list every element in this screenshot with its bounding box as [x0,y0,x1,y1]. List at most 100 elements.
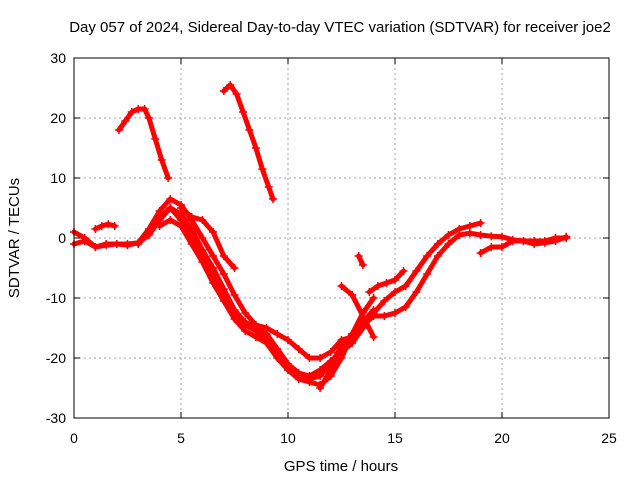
data-point [144,228,153,236]
series-line [116,106,171,181]
data-point [382,279,391,287]
data-point [91,243,100,251]
y-tick-label: 30 [50,50,66,66]
series-track-9 [365,267,408,296]
series-track-3 [134,204,485,380]
series-track-13 [219,81,278,203]
data-point [326,366,335,374]
data-point [245,126,254,134]
x-axis-label: GPS time / hours [284,458,398,475]
data-point [121,117,130,125]
series-track-12 [114,105,173,182]
data-point [198,234,207,242]
data-point [164,174,173,182]
data-point [284,366,292,374]
data-point [151,135,160,143]
data-point [251,333,260,341]
data-point [369,333,378,341]
grid [74,58,609,418]
data-point [305,354,314,362]
x-tick-label: 10 [280,430,296,446]
data-point [369,294,378,302]
series-track-7 [337,282,378,341]
data-point [226,81,235,89]
data-point [123,240,132,248]
data-point [166,204,175,212]
series-track-8 [354,252,367,269]
y-tick-label: 10 [50,170,66,186]
data-point [380,312,389,320]
data-point [348,330,357,338]
data-point [476,249,485,257]
series-layer [70,81,571,392]
data-point [134,240,143,248]
data-point [476,219,485,227]
data-point [241,309,250,317]
data-point [269,195,278,203]
data-point [423,270,432,278]
y-tick-label: -10 [46,290,66,306]
data-point [399,267,408,275]
data-point [337,282,346,290]
data-point [114,126,123,134]
data-point [91,225,100,233]
data-point [262,339,271,347]
data-point [209,279,218,287]
data-point [102,241,111,250]
data-point [487,232,496,241]
data-point [358,261,367,269]
data-point [209,228,218,236]
data-point [284,336,292,344]
data-point [110,222,119,230]
data-point [258,165,267,173]
data-point [423,252,432,260]
data-point [155,213,164,221]
data-point [358,312,367,320]
data-point [540,238,549,247]
data-point [391,309,399,317]
data-point [198,258,207,266]
data-point [219,297,228,305]
data-point [273,330,282,338]
data-point [373,282,382,290]
data-point [230,315,239,323]
x-tick-label: 20 [494,430,510,446]
series-track-10 [476,232,571,257]
y-tick-label: -20 [46,350,66,366]
data-point [369,306,378,314]
data-point [187,213,196,221]
data-point [219,87,228,95]
data-point [157,156,166,164]
data-point [508,237,517,245]
data-point [465,222,474,230]
y-axis-label: SDTVAR / TECUs [6,178,23,298]
x-tick-label: 0 [70,430,78,446]
data-point [177,222,185,230]
data-point [365,288,374,296]
data-point [97,222,106,230]
data-point [401,303,410,311]
data-point [232,90,241,98]
series-line [221,82,276,202]
data-point [239,108,248,116]
y-tick-label: 0 [58,230,66,246]
data-point [80,237,89,245]
data-point [412,267,421,275]
x-tick-label: 5 [177,430,185,446]
data-point [444,231,453,239]
data-point [264,183,273,191]
y-tick-label: 20 [50,110,66,126]
data-point [412,288,421,296]
x-tick-label: 25 [601,430,617,446]
data-point [219,252,228,260]
data-point [530,240,539,248]
data-point [104,220,113,229]
series-line [178,205,237,271]
data-point [155,222,164,230]
chart-title: Day 057 of 2024, Sidereal Day-to-day VTE… [69,19,611,36]
data-point [316,354,325,362]
y-tick-labels: -30 -20 -10 0 10 20 30 [46,50,66,426]
data-point [241,327,250,335]
data-point [498,232,506,241]
data-point [519,237,528,245]
